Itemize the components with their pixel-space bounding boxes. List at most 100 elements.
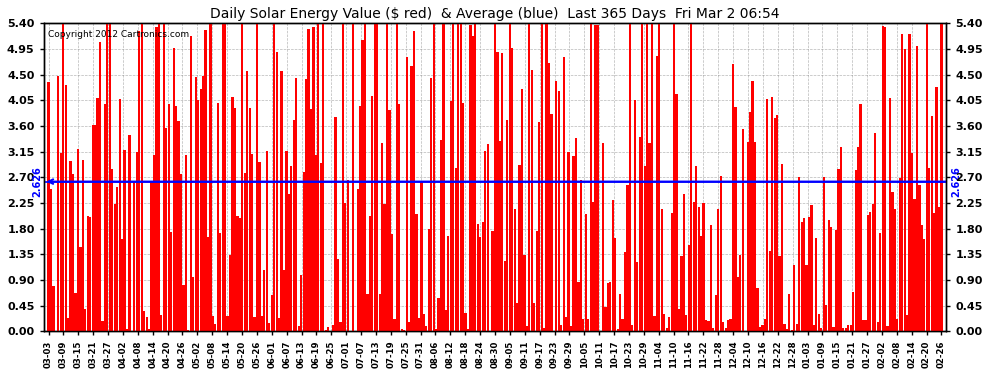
- Bar: [538, 122, 541, 331]
- Bar: [936, 87, 938, 331]
- Bar: [401, 330, 403, 331]
- Bar: [116, 187, 118, 331]
- Bar: [854, 170, 856, 331]
- Bar: [234, 108, 236, 331]
- Bar: [155, 27, 157, 331]
- Bar: [796, 324, 798, 331]
- Bar: [567, 152, 569, 331]
- Bar: [204, 30, 207, 331]
- Bar: [207, 237, 209, 331]
- Bar: [884, 27, 886, 331]
- Bar: [126, 328, 128, 331]
- Bar: [192, 277, 194, 331]
- Bar: [506, 120, 509, 331]
- Bar: [560, 325, 562, 331]
- Bar: [501, 53, 504, 331]
- Bar: [89, 217, 91, 331]
- Bar: [825, 304, 828, 331]
- Bar: [144, 311, 146, 331]
- Bar: [675, 94, 677, 331]
- Bar: [862, 320, 864, 331]
- Bar: [119, 99, 121, 331]
- Bar: [665, 328, 668, 331]
- Bar: [717, 209, 720, 331]
- Bar: [202, 76, 204, 331]
- Bar: [48, 82, 50, 331]
- Bar: [582, 319, 584, 331]
- Bar: [894, 210, 896, 331]
- Bar: [869, 212, 871, 331]
- Bar: [680, 256, 682, 331]
- Bar: [938, 207, 940, 331]
- Bar: [79, 248, 81, 331]
- Bar: [484, 151, 486, 331]
- Bar: [816, 238, 818, 331]
- Bar: [594, 25, 597, 331]
- Bar: [111, 169, 114, 331]
- Bar: [251, 153, 253, 331]
- Bar: [909, 33, 911, 331]
- Bar: [411, 66, 413, 331]
- Bar: [639, 137, 641, 331]
- Bar: [655, 56, 658, 331]
- Bar: [295, 78, 297, 331]
- Bar: [433, 24, 435, 331]
- Bar: [452, 24, 454, 331]
- Bar: [435, 329, 438, 331]
- Bar: [768, 251, 771, 331]
- Bar: [283, 270, 285, 331]
- Bar: [688, 246, 690, 331]
- Bar: [491, 231, 494, 331]
- Bar: [759, 327, 761, 331]
- Bar: [715, 294, 717, 331]
- Bar: [751, 81, 753, 331]
- Bar: [209, 24, 212, 331]
- Bar: [650, 24, 653, 331]
- Bar: [256, 24, 258, 331]
- Bar: [756, 288, 758, 331]
- Bar: [175, 106, 177, 331]
- Bar: [754, 142, 756, 331]
- Bar: [74, 293, 76, 331]
- Bar: [685, 315, 687, 331]
- Bar: [660, 209, 663, 331]
- Bar: [580, 180, 582, 331]
- Bar: [270, 295, 273, 331]
- Bar: [212, 316, 214, 331]
- Bar: [763, 320, 766, 331]
- Bar: [504, 261, 506, 331]
- Bar: [607, 284, 609, 331]
- Bar: [914, 200, 916, 331]
- Bar: [265, 151, 268, 331]
- Bar: [673, 24, 675, 331]
- Bar: [305, 79, 307, 331]
- Bar: [462, 103, 464, 331]
- Bar: [99, 42, 101, 331]
- Bar: [371, 96, 373, 331]
- Bar: [162, 24, 165, 331]
- Bar: [320, 163, 322, 331]
- Bar: [830, 227, 833, 331]
- Bar: [310, 109, 312, 331]
- Bar: [707, 321, 710, 331]
- Title: Daily Solar Energy Value ($ red)  & Average (blue)  Last 365 Days  Fri Mar 2 06:: Daily Solar Energy Value ($ red) & Avera…: [210, 7, 780, 21]
- Bar: [152, 155, 155, 331]
- Bar: [322, 24, 325, 331]
- Bar: [84, 309, 86, 331]
- Bar: [557, 91, 560, 331]
- Bar: [710, 225, 712, 331]
- Bar: [646, 24, 648, 331]
- Bar: [555, 81, 557, 331]
- Bar: [425, 326, 428, 331]
- Bar: [275, 52, 278, 331]
- Bar: [916, 46, 918, 331]
- Bar: [668, 317, 670, 331]
- Bar: [828, 220, 830, 331]
- Bar: [698, 207, 700, 331]
- Bar: [712, 328, 715, 331]
- Bar: [788, 294, 790, 331]
- Bar: [835, 230, 838, 331]
- Bar: [57, 76, 59, 331]
- Bar: [864, 321, 866, 331]
- Bar: [924, 239, 926, 331]
